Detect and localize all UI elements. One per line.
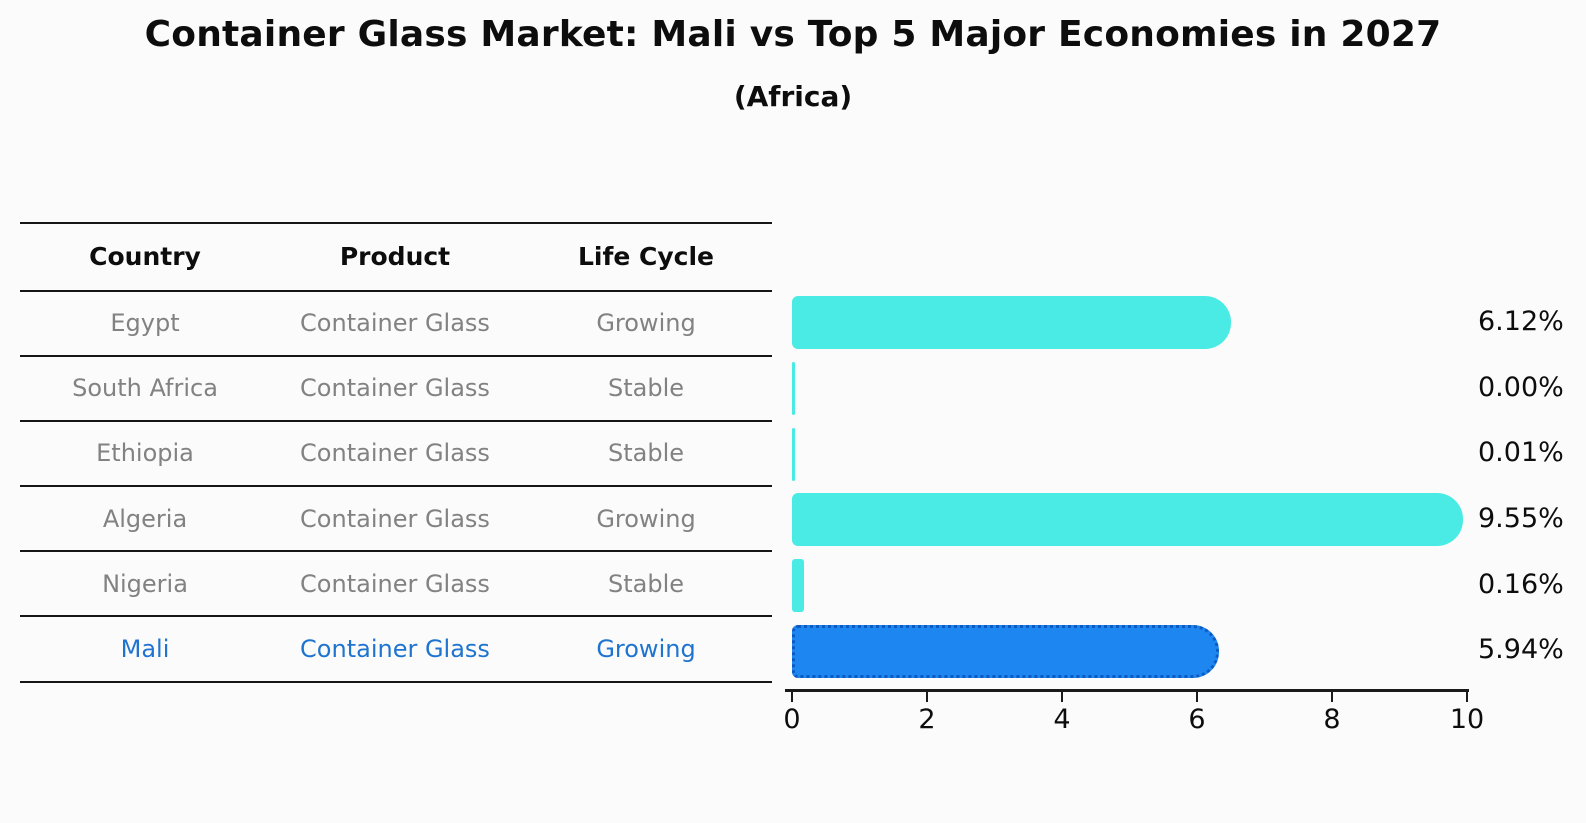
cell-product: Container Glass (300, 309, 490, 338)
bar-ethiopia (792, 427, 795, 481)
x-axis-tick (1195, 691, 1199, 702)
chart-title: Container Glass Market: Mali vs Top 5 Ma… (144, 14, 1442, 55)
x-axis-tick (1060, 691, 1064, 702)
cell-life-cycle: Growing (596, 635, 696, 664)
x-axis-line (785, 689, 1469, 692)
value-label-ethiopia: 0.01% (1478, 437, 1564, 469)
value-label-mali: 5.94% (1478, 634, 1564, 666)
cell-product: Container Glass (300, 569, 490, 598)
x-axis-tick-label: 6 (1188, 704, 1206, 735)
x-axis-tick-label: 8 (1323, 704, 1341, 735)
cell-product: Container Glass (300, 504, 490, 533)
bar-south-africa (792, 362, 795, 416)
value-label-algeria: 9.55% (1478, 502, 1564, 534)
table-row-nigeria: Nigeria Container Glass Stable (20, 552, 772, 618)
table-row-south-africa: South Africa Container Glass Stable (20, 357, 772, 422)
x-axis-tick (790, 691, 794, 702)
country-table: Country Product Life Cycle Egypt Contain… (20, 222, 772, 683)
value-label-south-africa: 0.00% (1478, 371, 1564, 403)
cell-life-cycle: Stable (607, 439, 685, 468)
bar-mali (792, 624, 1219, 678)
value-label-nigeria: 0.16% (1478, 568, 1564, 600)
column-header-country: Country (89, 242, 201, 272)
x-axis-tick (1465, 691, 1469, 702)
bar-egypt (792, 296, 1232, 350)
cell-country: Mali (120, 635, 170, 664)
table-row-algeria: Algeria Container Glass Growing (20, 487, 772, 553)
cell-country: Algeria (102, 504, 188, 533)
cell-product: Container Glass (300, 374, 490, 403)
table-row-ethiopia: Ethiopia Container Glass Stable (20, 422, 772, 488)
cell-life-cycle: Stable (607, 374, 685, 403)
column-header-life-cycle: Life Cycle (577, 242, 715, 272)
cell-country: South Africa (72, 374, 218, 403)
cell-product: Container Glass (300, 635, 490, 664)
value-label-egypt: 6.12% (1478, 305, 1564, 337)
table-row-mali: Mali Container Glass Growing (20, 617, 772, 683)
cell-life-cycle: Stable (607, 569, 685, 598)
column-header-product: Product (339, 242, 451, 272)
chart-subtitle: (Africa) (733, 80, 853, 113)
cell-country: Egypt (110, 309, 180, 338)
table-header-row: Country Product Life Cycle (20, 224, 772, 292)
x-axis-tick-label: 0 (783, 704, 801, 735)
cell-life-cycle: Growing (596, 504, 696, 533)
cell-product: Container Glass (300, 439, 490, 468)
cell-life-cycle: Growing (596, 309, 696, 338)
cell-country: Nigeria (102, 569, 188, 598)
x-axis-tick (1330, 691, 1334, 702)
x-axis-tick-label: 4 (1053, 704, 1071, 735)
x-axis-tick (925, 691, 929, 702)
table-row-egypt: Egypt Container Glass Growing (20, 292, 772, 357)
x-axis-tick-label: 10 (1449, 704, 1485, 735)
cell-country: Ethiopia (96, 439, 194, 468)
x-axis-tick-label: 2 (918, 704, 936, 735)
bar-nigeria (792, 559, 805, 613)
bar-algeria (792, 493, 1463, 547)
